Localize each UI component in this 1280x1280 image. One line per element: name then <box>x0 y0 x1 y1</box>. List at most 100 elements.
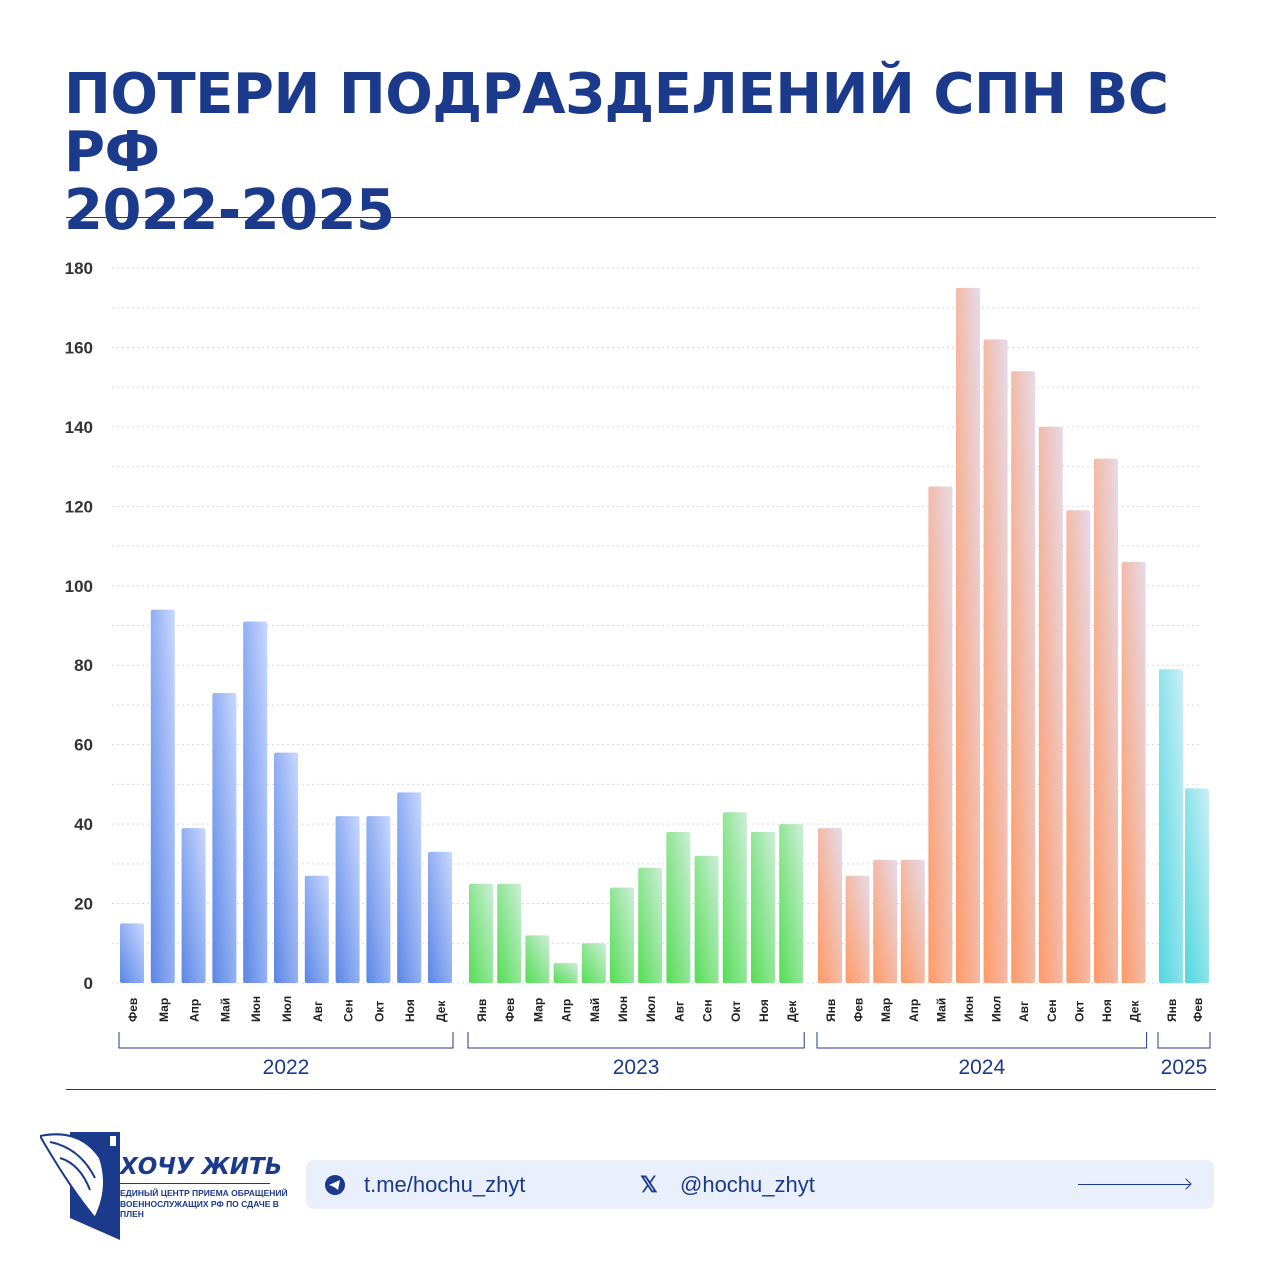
y-tick-label: 100 <box>65 577 93 596</box>
x-icon: 𝕏 <box>640 1172 658 1197</box>
x-tick-label: Фев <box>503 998 517 1022</box>
bar-2023-Авг <box>666 832 691 983</box>
year-label: 2023 <box>613 1056 660 1079</box>
year-bracket <box>1157 1032 1211 1049</box>
y-tick-label: 180 <box>65 259 93 278</box>
x-tick-label: Окт <box>1072 1001 1086 1022</box>
logo-divider <box>120 1183 270 1184</box>
bar-2023-Окт <box>722 812 747 983</box>
x-tick-label: Июл <box>644 996 658 1022</box>
bar-2023-Янв <box>469 883 493 983</box>
bar-2023-Апр <box>553 963 578 983</box>
bar-2023-Фев <box>497 883 522 983</box>
title-line-1: ПОТЕРИ ПОДРАЗДЕЛЕНИЙ СПН ВС РФ <box>64 62 1169 185</box>
y-tick-label: 40 <box>74 815 93 834</box>
y-tick-label: 80 <box>74 656 93 675</box>
bar-2024-Дек <box>1121 561 1146 983</box>
x-tick-label: Июл <box>990 996 1004 1022</box>
bar-2023-Май <box>581 943 606 983</box>
year-label: 2024 <box>958 1056 1005 1079</box>
x-tick-label: Июн <box>962 996 976 1022</box>
bar-2022-Май <box>212 693 237 983</box>
x-tick-label: Апр <box>560 999 574 1022</box>
logo-name: ХОЧУ ЖИТЬ <box>120 1154 283 1180</box>
page-title: ПОТЕРИ ПОДРАЗДЕЛЕНИЙ СПН ВС РФ 2022-2025 <box>64 66 1280 240</box>
x-tick-label: Окт <box>729 1001 743 1022</box>
bar-2022-Фев <box>120 923 144 983</box>
bar-2024-Окт <box>1066 510 1091 983</box>
bar-2024-Май <box>928 486 953 983</box>
bar-2023-Июн <box>610 887 634 983</box>
bar-2023-Дек <box>779 824 804 983</box>
x-tick-label: Фев <box>852 998 866 1022</box>
logo-emblem <box>40 1132 120 1240</box>
x-tick-label: Авг <box>311 1001 325 1022</box>
x-tick-label: Ноя <box>1100 999 1114 1022</box>
x-tick-label: Дек <box>1128 1000 1142 1022</box>
bar-2024-Июл <box>983 339 1008 983</box>
y-tick-label: 20 <box>74 895 93 914</box>
bar-2023-Ноя <box>751 832 775 983</box>
bar-2024-Ноя <box>1094 458 1118 984</box>
x-tick-label: Сен <box>342 999 356 1022</box>
year-bracket <box>816 1032 1148 1049</box>
links-bar: t.me/hochu_zhyt 𝕏 @hochu_zhyt <box>306 1160 1214 1209</box>
title-line-2: 2022-2025 <box>64 178 395 243</box>
bar-2022-Дек <box>428 851 452 983</box>
y-tick-label: 0 <box>84 974 93 993</box>
logo-subtitle: ЕДИНЫЙ ЦЕНТР ПРИЕМА ОБРАЩЕНИЙ ВОЕННОСЛУЖ… <box>120 1188 288 1219</box>
bar-2023-Июл <box>638 867 663 983</box>
x-tick-label: Апр <box>188 999 202 1022</box>
x-tick-label: Янв <box>824 999 838 1022</box>
bar-2023-Мар <box>525 935 550 983</box>
x-tick-label: Май <box>934 998 948 1022</box>
bar-2022-Июн <box>243 621 268 983</box>
y-tick-label: 120 <box>65 497 93 516</box>
x-tick-label: Фев <box>1191 998 1205 1022</box>
divider-bottom <box>66 1089 1216 1090</box>
x-tick-label: Июл <box>280 996 294 1022</box>
x-tick-label: Ноя <box>757 999 771 1022</box>
x-tick-label: Фев <box>126 998 140 1022</box>
y-tick-label: 160 <box>65 338 93 357</box>
x-tick-label: Мар <box>157 998 171 1022</box>
arrow-right-icon <box>1078 1184 1190 1185</box>
x-tick-label: Мар <box>531 998 545 1022</box>
bar-2024-Сен <box>1038 426 1063 983</box>
bar-2022-Авг <box>304 875 329 983</box>
bar-2022-Сен <box>335 816 360 983</box>
x-tick-label: Апр <box>907 999 921 1022</box>
bar-2024-Авг <box>1011 371 1036 983</box>
bar-2024-Мар <box>873 859 898 983</box>
y-tick-label: 60 <box>74 736 93 755</box>
x-tick-label: Авг <box>1017 1001 1031 1022</box>
x-tick-label: Окт <box>372 1001 386 1022</box>
divider-top <box>66 217 1216 218</box>
x-tick-label: Июн <box>249 996 263 1022</box>
bar-2023-Сен <box>694 855 719 983</box>
year-label: 2025 <box>1161 1056 1208 1079</box>
bar-2024-Фев <box>845 875 870 983</box>
x-tick-label: Янв <box>475 999 489 1022</box>
telegram-link[interactable]: t.me/hochu_zhyt <box>364 1172 526 1197</box>
year-bracket <box>118 1032 454 1049</box>
year-label: 2022 <box>263 1056 310 1079</box>
x-tick-label: Авг <box>672 1001 686 1022</box>
x-tick-label: Июн <box>616 996 630 1022</box>
bar-2022-Окт <box>366 816 391 983</box>
x-tick-label: Ноя <box>403 999 417 1022</box>
bar-2022-Ноя <box>397 792 422 983</box>
bar-2024-Апр <box>900 859 925 983</box>
year-bracket <box>467 1032 805 1049</box>
x-tick-label: Май <box>218 998 232 1022</box>
bar-2025-Фев <box>1185 788 1209 983</box>
x-tick-label: Сен <box>1045 999 1059 1022</box>
bar-2022-Мар <box>150 609 175 983</box>
x-tick-label: Сен <box>701 999 715 1022</box>
bar-2024-Янв <box>818 828 842 983</box>
x-link[interactable]: @hochu_zhyt <box>680 1172 815 1197</box>
x-tick-label: Дек <box>785 1000 799 1022</box>
bar-2024-Июн <box>956 287 980 984</box>
